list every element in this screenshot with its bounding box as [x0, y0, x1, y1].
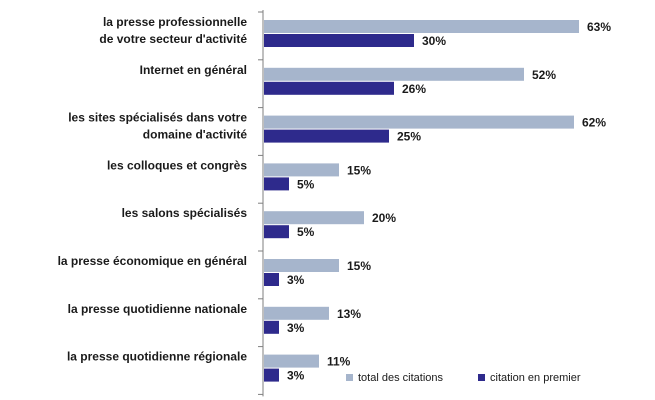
bar-first-citation: [264, 225, 289, 239]
legend-swatch-first: [478, 374, 485, 381]
category-label: les colloques et congrès: [107, 158, 247, 172]
value-label-first: 30%: [422, 34, 446, 48]
legend-label-total: total des citations: [358, 372, 443, 384]
value-label-first: 3%: [287, 273, 305, 287]
bar-first-citation: [264, 177, 289, 191]
value-label-first: 5%: [297, 225, 315, 239]
bar-total-citations: [264, 20, 579, 33]
bar-first-citation: [264, 273, 279, 286]
legend-label-first: citation en premier: [490, 372, 581, 384]
value-label-total: 20%: [372, 211, 396, 225]
bar-first-citation: [264, 81, 394, 95]
bar-total-citations: [264, 259, 339, 272]
bar-total-citations: [264, 354, 319, 368]
legend-swatch-total: [346, 374, 353, 381]
value-label-first: 5%: [297, 177, 315, 191]
value-label-first: 3%: [287, 321, 305, 335]
value-label-total: 62%: [582, 116, 606, 130]
value-label-total: 11%: [327, 355, 351, 369]
category-label: la presse quotidienne régionale: [67, 350, 247, 364]
bar-first-citation: [264, 129, 389, 143]
value-label-total: 52%: [532, 68, 556, 82]
category-label: les salons spécialisés: [122, 206, 248, 220]
category-label: la presse économique en général: [58, 254, 247, 268]
bar-first-citation: [264, 34, 414, 47]
category-label: les sites spécialisés dans votre domaine …: [68, 111, 247, 142]
value-label-total: 15%: [347, 259, 371, 273]
value-label-total: 13%: [337, 307, 361, 321]
category-label: la presse quotidienne nationale: [68, 302, 248, 316]
category-label: Internet en général: [140, 63, 247, 77]
category-label: la presse professionnelle de votre secteu…: [99, 15, 247, 46]
bar-total-citations: [264, 211, 364, 225]
bar-total-citations: [264, 163, 339, 177]
bar-total-citations: [264, 67, 524, 81]
bar-total-citations: [264, 115, 574, 129]
value-label-total: 63%: [587, 20, 611, 34]
value-label-first: 25%: [397, 130, 421, 144]
bar-total-citations: [264, 306, 329, 320]
bar-first-citation: [264, 320, 279, 334]
value-label-first: 26%: [402, 82, 426, 96]
value-label-total: 15%: [347, 163, 371, 177]
bar-first-citation: [264, 368, 279, 382]
value-label-first: 3%: [287, 369, 305, 383]
